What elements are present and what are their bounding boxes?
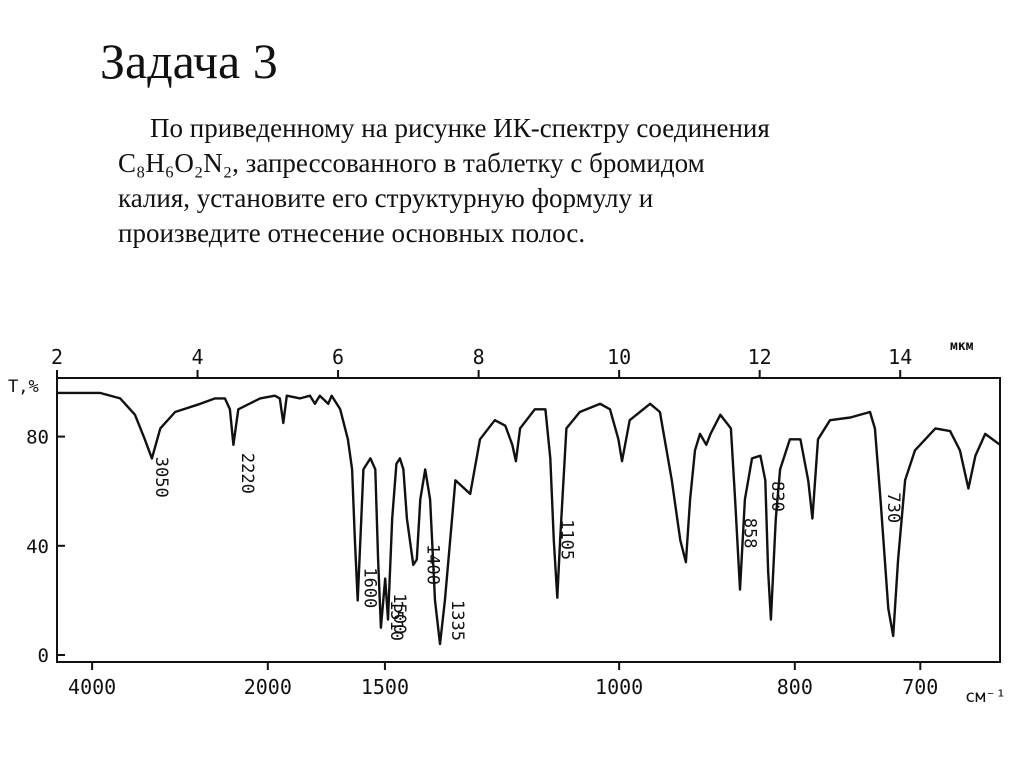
peak-label: 1335 [447,600,467,641]
bottom-tick-label: 4000 [68,675,116,699]
peak-label: 1510 [386,600,406,641]
plot-frame [56,377,1001,663]
peak-label: 3050 [151,457,171,498]
slide-title: Задача 3 [100,33,278,89]
top-axis-label: мкм [950,339,974,354]
top-tick-label: 8 [473,345,485,369]
task-line: калия, установите его структурную формул… [118,183,653,213]
peak-label: 2220 [237,453,257,494]
top-tick-label: 4 [192,345,204,369]
peak-label: 1105 [556,519,576,560]
y-axis-label: T,% [8,377,39,397]
top-tick-label: 14 [888,345,912,369]
y-tick-label: 0 [38,645,49,667]
y-tick-label: 40 [26,536,49,558]
bottom-tick-label: 2000 [244,675,292,699]
peak-label: 1600 [360,567,380,608]
spectrum-line [57,391,1001,646]
peak-label: 830 [767,481,787,512]
top-tick-label: 6 [332,345,344,369]
bottom-tick-label: 1500 [361,675,409,699]
y-tick-label: 80 [26,427,49,449]
task-line: C₈H₆O₂N₂, запрессованного в таблетку с б… [118,148,705,178]
peak-label: 1500 [389,593,409,634]
bottom-tick-label: 800 [777,675,813,699]
bottom-tick-label: 1000 [595,675,643,699]
top-tick-label: 10 [607,345,631,369]
top-tick-label: 2 [51,345,63,369]
peak-label: 730 [883,492,903,523]
task-text: , запрессованного в таблетку с бромидом [232,148,705,178]
peak-label: 1400 [422,544,442,585]
task-line: произведите отнесение основных полос. [118,218,585,248]
formula: C₈H₆O₂N₂ [118,148,232,178]
bottom-axis-label: см⁻¹ [965,687,1006,707]
peak-label: 858 [739,518,759,549]
task-line: По приведенному на рисунке ИК-спектру со… [150,113,770,143]
top-tick-label: 12 [748,345,772,369]
bottom-tick-label: 700 [902,675,938,699]
